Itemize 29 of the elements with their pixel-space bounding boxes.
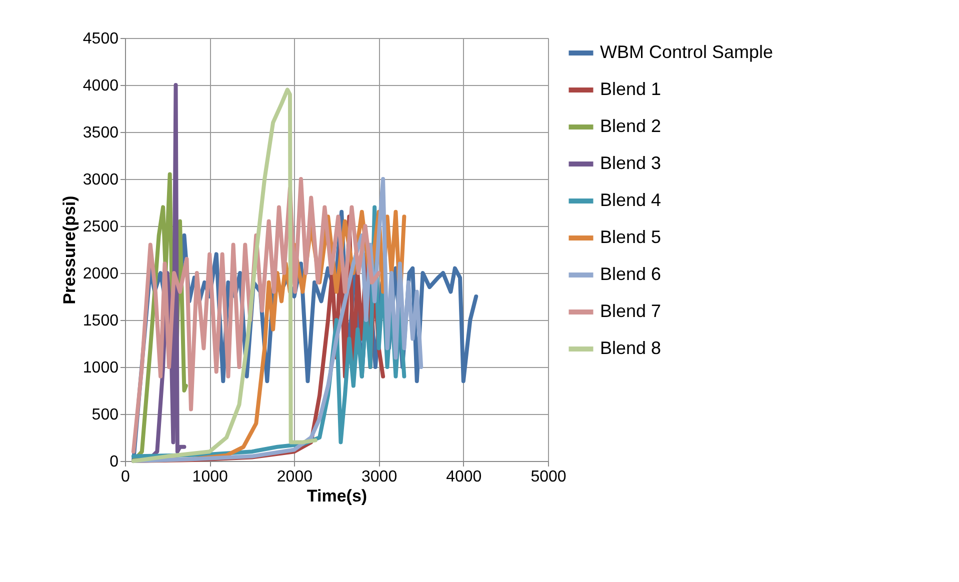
y-tick-label: 4000 [82,78,119,94]
legend-label: Blend 8 [600,338,662,358]
x-tick-label: 5000 [530,468,566,486]
y-tick-label: 3000 [82,172,119,188]
legend-label: Blend 7 [600,301,662,321]
y-tick-label: 500 [92,406,119,424]
y-tick-label: 4500 [82,30,119,48]
x-tick-label: 4000 [446,468,482,486]
y-tick-label: 2500 [82,218,119,236]
y-tick-label: 0 [110,454,119,470]
legend-label: Blend 5 [600,227,662,247]
line-series [131,88,318,463]
x-tick-label: 3000 [362,468,398,486]
line-series [131,177,381,454]
x-axis-title: Time(s) [306,486,368,506]
legend-label: Blend 3 [600,153,662,173]
legend-label: Blend 4 [600,190,662,210]
y-tick-label: 1000 [82,360,119,376]
y-axis-title: Pressure(psi) [60,196,79,304]
x-tick-label: 2000 [276,468,313,486]
legend-label: Blend 6 [600,264,662,284]
x-tick-label: 1000 [192,468,228,486]
x-tick-label: 0 [121,468,130,486]
y-tick-label: 3500 [82,124,119,142]
y-tick-label: 2000 [82,266,119,282]
y-tick-label: 1500 [82,312,119,330]
legend-label: Blend 2 [600,116,662,136]
legend-label: Blend 1 [600,79,662,99]
legend-label: WBM Control Sample [600,42,774,62]
